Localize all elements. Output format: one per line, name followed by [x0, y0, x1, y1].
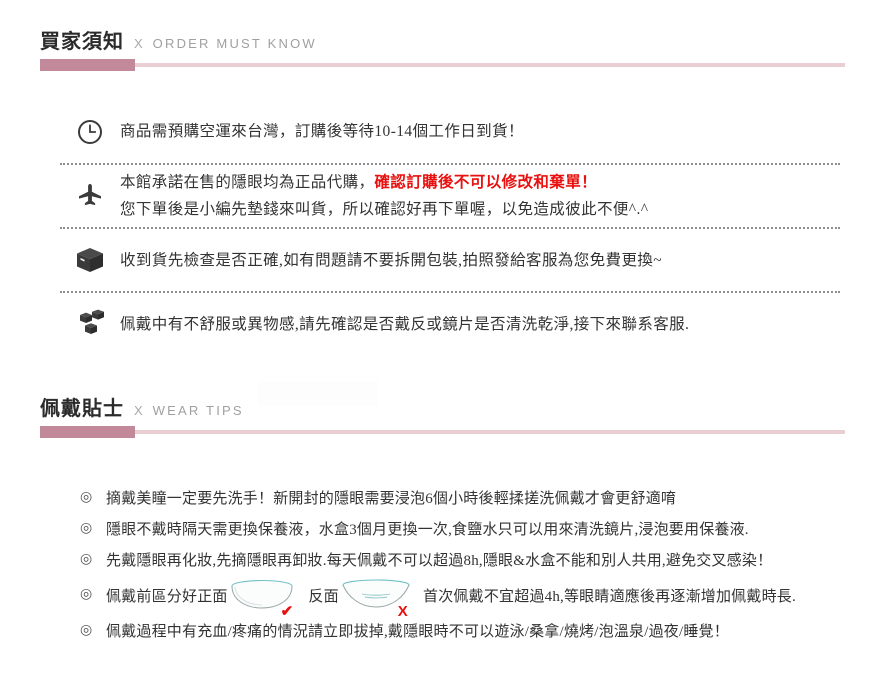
accent-rule-thin: [40, 63, 845, 67]
section-title-row: 佩戴貼士 X WEAR TIPS: [40, 389, 880, 419]
list-item: ◎ 佩戴過程中有充血/疼痛的情況請立即拔掉,戴隱眼時不可以遊泳/桑拿/燒烤/泡溫…: [80, 615, 850, 646]
incorrect-mark: X: [397, 603, 409, 621]
box-icon: [60, 246, 120, 274]
tips-top-spacer: [0, 438, 880, 482]
notice-item-authenticity: 本館承諾在售的隱眼均為正品代購，確認訂購後不可以修改和棄單！ 您下單後是小編先墊…: [60, 165, 840, 227]
notice-item-discomfort: 佩戴中有不舒服或異物感,請先確認是否戴反或鏡片是否清洗乾淨,接下來聯系客服.: [60, 293, 840, 355]
tip-text-part-c: 首次佩戴不宜超過4h,等眼睛適應後再逐漸增加佩戴時長.: [423, 588, 796, 605]
section-header-order-must-know: 買家須知 X ORDER MUST KNOW: [0, 22, 880, 71]
tip-text: 先戴隱眼再化妝,先摘隱眼再卸妝.每天佩戴不可以超過8h,隱眼&水盒不能和別人共用…: [106, 553, 773, 570]
notice-text: 佩戴中有不舒服或異物感,請先確認是否戴反或鏡片是否清洗乾淨,接下來聯系客服.: [120, 311, 840, 338]
notice-line: 商品需預購空運來台灣，訂購後等待10-14個工作日到貨！: [120, 123, 524, 141]
list-item-lens-orientation: ◎ 佩戴前區分好正面 ✔ 反面 X 首次: [80, 575, 850, 620]
section-title-en: WEAR TIPS: [152, 403, 244, 419]
notice-item-shipping: 商品需預購空運來台灣，訂購後等待10-14個工作日到貨！: [60, 101, 840, 163]
airplane-icon: [60, 182, 120, 210]
notice-line: 佩戴中有不舒服或異物感,請先確認是否戴反或鏡片是否清洗乾淨,接下來聯系客服.: [120, 315, 690, 333]
notice-line: 您下單後是小編先墊錢來叫貨，所以確認好再下單喔，以免造成彼此不便^.^: [120, 201, 649, 219]
section-accent-rule: [40, 59, 880, 71]
double-circle-bullet-icon: ◎: [80, 587, 93, 603]
list-item: ◎ 隱眼不戴時隔天需更換保養液，水盒3個月更換一次,食鹽水只可以用來清洗鏡片,浸…: [80, 513, 850, 544]
notice-text: 收到貨先檢查是否正確,如有問題請不要拆開包裝,拍照發給客服為您免費更換~: [120, 247, 840, 274]
clock-icon: [60, 119, 120, 145]
notice-line: 收到貨先檢查是否正確,如有問題請不要拆開包裝,拍照發給客服為您免費更換~: [120, 251, 663, 269]
notice-text: 本館承諾在售的隱眼均為正品代購，確認訂購後不可以修改和棄單！ 您下單後是小編先墊…: [120, 169, 840, 223]
tip-text: 佩戴前區分好正面 ✔ 反面 X 首次佩戴不宜超過4h,等眼睛適: [106, 578, 850, 620]
double-circle-bullet-icon: ◎: [80, 551, 93, 567]
section-header-wear-tips: 佩戴貼士 X WEAR TIPS: [0, 389, 880, 439]
wear-tips-list: ◎ 摘戴美瞳一定要先洗手！新開封的隱眼需要浸泡6個小時後輕揉搓洗佩戴才會更舒適唷…: [80, 482, 850, 646]
section-accent-rule: [40, 426, 880, 439]
tip-text: 佩戴過程中有充血/疼痛的情況請立即拔掉,戴隱眼時不可以遊泳/桑拿/燒烤/泡溫泉/…: [106, 624, 729, 641]
divider-dotted: [60, 163, 840, 165]
tip-text-part-a: 佩戴前區分好正面: [106, 588, 228, 605]
lens-inverted-illustration: X: [340, 578, 422, 620]
notice-item-inspection: 收到貨先檢查是否正確,如有問題請不要拆開包裝,拍照發給客服為您免費更換~: [60, 229, 840, 291]
section-title-en: ORDER MUST KNOW: [152, 36, 317, 51]
list-item: ◎ 先戴隱眼再化妝,先摘隱眼再卸妝.每天佩戴不可以超過8h,隱眼&水盒不能和別人…: [80, 544, 850, 575]
notice-line-warning: 確認訂購後不可以修改和棄單！: [374, 174, 598, 191]
section-title-separator: X: [134, 403, 143, 419]
accent-rule-thick: [40, 59, 135, 71]
correct-mark: ✔: [280, 603, 294, 621]
section-title-cn: 佩戴貼士: [40, 398, 124, 421]
accent-rule-thin: [40, 430, 845, 435]
notice-text: 商品需預購空運來台灣，訂購後等待10-14個工作日到貨！: [120, 118, 840, 145]
accent-rule-thick: [40, 426, 135, 439]
double-circle-bullet-icon: ◎: [80, 520, 93, 536]
top-spacer: [0, 0, 880, 22]
header-body-spacer: [0, 71, 880, 101]
double-circle-bullet-icon: ◎: [80, 622, 93, 638]
tip-text: 摘戴美瞳一定要先洗手！新開封的隱眼需要浸泡6個小時後輕揉搓洗佩戴才會更舒適唷: [106, 491, 677, 508]
boxes-icon: [60, 309, 120, 339]
order-notice-list: 商品需預購空運來台灣，訂購後等待10-14個工作日到貨！ 本館承諾在售的隱眼均為…: [60, 101, 840, 355]
divider-dotted: [60, 291, 840, 294]
tip-text-part-b: 反面: [308, 588, 339, 605]
tip-text: 隱眼不戴時隔天需更換保養液，水盒3個月更換一次,食鹽水只可以用來清洗鏡片,浸泡要…: [106, 522, 749, 539]
section-gap-spacer: [0, 355, 880, 389]
notice-line: 本館承諾在售的隱眼均為正品代購，確認訂購後不可以修改和棄單！: [120, 174, 597, 191]
section-title-cn: 買家須知: [40, 31, 124, 53]
section-title-separator: X: [134, 36, 143, 51]
list-item: ◎ 摘戴美瞳一定要先洗手！新開封的隱眼需要浸泡6個小時後輕揉搓洗佩戴才會更舒適唷: [80, 482, 850, 513]
section-title-row: 買家須知 X ORDER MUST KNOW: [40, 22, 880, 52]
divider-dotted: [60, 227, 840, 230]
notice-line-plain: 本館承諾在售的隱眼均為正品代購，: [120, 174, 375, 191]
double-circle-bullet-icon: ◎: [80, 489, 93, 505]
lens-correct-illustration: ✔: [229, 578, 308, 620]
